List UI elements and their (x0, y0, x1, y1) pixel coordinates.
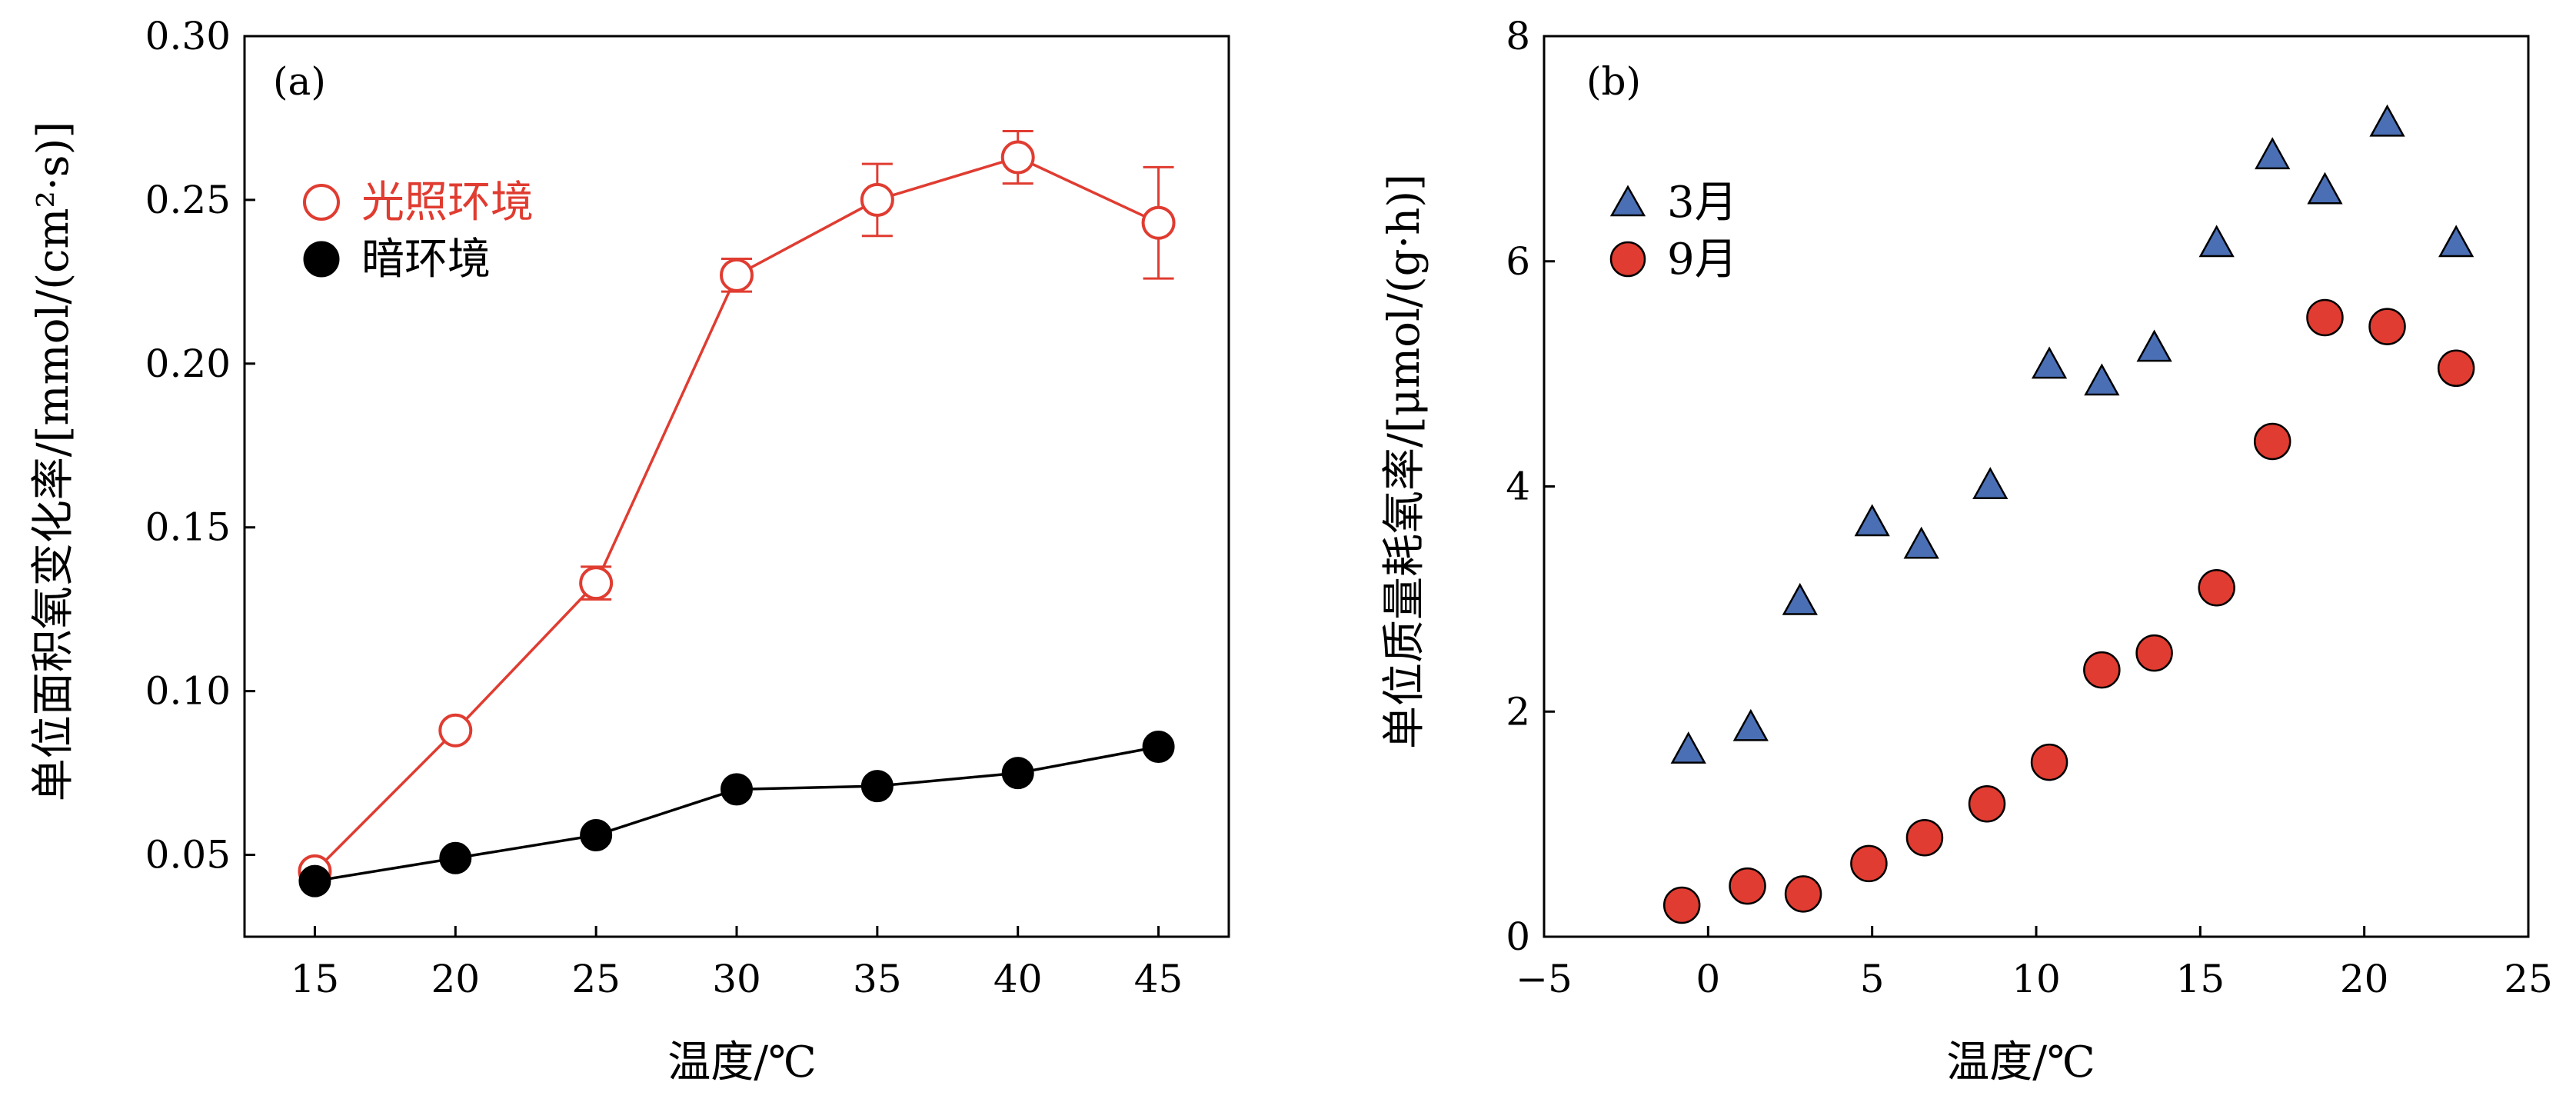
data-point (439, 841, 472, 874)
x-tick-label: 20 (431, 957, 480, 1001)
data-point (1903, 526, 1939, 559)
legend-label-dark: 暗环境 (361, 235, 491, 285)
data-point (2306, 298, 2344, 337)
legend: 光照环境 暗环境 (303, 178, 534, 285)
data-point (1782, 582, 1818, 615)
data-point (298, 864, 331, 898)
y-axis-label: 单位面积氧变化率/[mmol/(cm²·s)] (28, 122, 78, 801)
x-tick-label: 0 (1696, 957, 1720, 1001)
y-axis-label: 单位质量耗氧率/[μmol/(g·h)] (1380, 174, 1429, 749)
data-point (1670, 731, 1706, 764)
x-tick-label: 45 (1134, 957, 1183, 1001)
data-point (2253, 422, 2291, 461)
y-tick-label: 6 (1506, 239, 1530, 284)
data-point (2255, 137, 2291, 170)
legend-label-september: 9月 (1667, 235, 1738, 285)
data-point (1142, 731, 1175, 764)
data-point (580, 818, 613, 851)
plot-frame (1543, 35, 2530, 938)
x-tick-label: 25 (571, 957, 621, 1001)
data-point (1729, 867, 1766, 905)
legend-label-march: 3月 (1667, 178, 1738, 228)
x-axis-label: 温度/℃ (1946, 1037, 2095, 1087)
data-point (579, 566, 614, 601)
panel-label: (b) (1586, 59, 1641, 104)
data-point (2307, 172, 2343, 205)
x-tick-label: 10 (2012, 957, 2061, 1001)
data-point (2135, 634, 2173, 672)
y-tick-label: 4 (1506, 465, 1530, 509)
data-point (1000, 140, 1035, 175)
data-point (2198, 225, 2235, 258)
y-tick-label: 0.05 (145, 833, 231, 878)
series-2 (298, 731, 1175, 898)
data-point (2136, 329, 2172, 362)
x-tick-label: 35 (853, 957, 902, 1001)
data-point (2031, 346, 2068, 379)
x-tick-label: 5 (1860, 957, 1885, 1001)
x-tick-label: 40 (993, 957, 1043, 1001)
data-point (2030, 743, 2068, 781)
data-point (2437, 349, 2475, 388)
data-point (1141, 205, 1176, 240)
data-point (1905, 818, 1944, 857)
data-point (1968, 785, 2006, 823)
data-point (720, 258, 754, 292)
legend-marker-dark (303, 241, 340, 278)
y-tick-label: 0 (1506, 914, 1530, 959)
x-tick-label: 30 (712, 957, 761, 1001)
data-point (1662, 886, 1701, 924)
x-tick-label: 25 (2504, 957, 2553, 1001)
legend-marker-light (303, 184, 340, 221)
y-tick-label: 0.15 (145, 505, 231, 550)
panel-label: (a) (273, 59, 326, 104)
data-point (2198, 568, 2235, 607)
y-tick-label: 0.30 (145, 14, 231, 58)
y-tick-label: 8 (1506, 14, 1530, 58)
legend-label-light: 光照环境 (361, 178, 534, 228)
data-point (2369, 104, 2405, 137)
data-point (1784, 875, 1822, 913)
data-point (860, 182, 894, 217)
legend-marker-september (1609, 241, 1646, 278)
data-point (860, 770, 894, 803)
y-tick-label: 2 (1506, 689, 1530, 734)
x-tick-label: 20 (2340, 957, 2389, 1001)
y-tick-label: 0.10 (145, 669, 231, 714)
x-axis-label: 温度/℃ (667, 1037, 817, 1087)
data-point (2084, 363, 2120, 396)
data-point (1854, 504, 1890, 537)
data-point (1850, 844, 1888, 883)
data-point (2083, 651, 2121, 689)
x-tick-label: 15 (291, 957, 340, 1001)
y-tick-label: 0.20 (145, 341, 231, 386)
data-point (438, 713, 473, 748)
series-2 (1662, 298, 2475, 924)
data-point (1001, 757, 1034, 790)
data-point (1972, 467, 2009, 499)
y-tick-label: 0.25 (145, 178, 231, 222)
chart-panel-a: 15 20 25 30 35 40 45 0.05 0.10 0.15 0.20 0.25 0.30 (… (28, 14, 1230, 1087)
legend-marker-march (1609, 185, 1646, 217)
data-point (2368, 308, 2406, 345)
x-tick-label: −5 (1516, 957, 1573, 1001)
data-point (721, 773, 753, 806)
x-tick-label: 15 (2176, 957, 2225, 1001)
data-point (1732, 708, 1769, 741)
legend: 3月 9月 (1609, 178, 1738, 285)
series-1 (1670, 104, 2474, 764)
data-point (2438, 225, 2474, 258)
